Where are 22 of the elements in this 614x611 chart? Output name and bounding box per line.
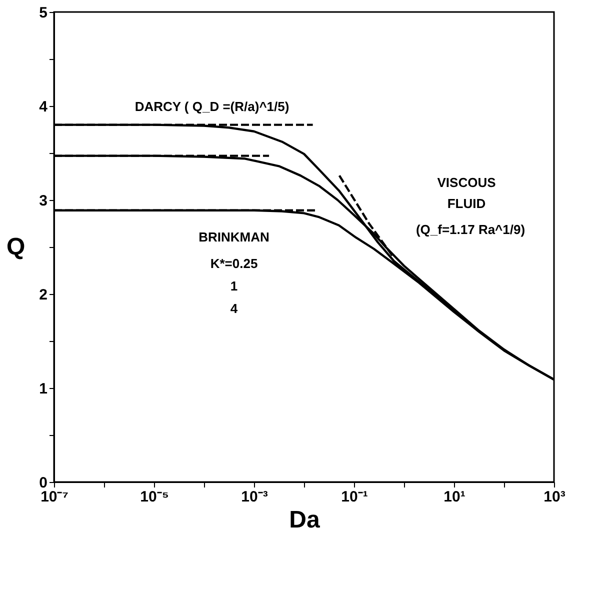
y-tick-label: 0	[39, 474, 48, 492]
x-tick-label: 10⁻³	[241, 488, 268, 506]
annotation: 1	[230, 278, 238, 294]
y-tick-label: 4	[39, 98, 48, 116]
annotation: FLUID	[447, 196, 486, 211]
annotation: VISCOUS	[437, 175, 496, 190]
y-tick-label: 2	[39, 286, 48, 304]
x-tick-label: 10¹	[444, 488, 466, 506]
annotation: K*=0.25	[210, 256, 258, 271]
y-tick-label: 3	[39, 192, 48, 210]
annotation: (Q_f=1.17 Ra^1/9)	[416, 222, 526, 238]
annotation: DARCY ( Q_D =(R/a)^1/5)	[134, 98, 290, 114]
x-tick-label: 10³	[544, 488, 566, 506]
annotation: 4	[230, 301, 238, 316]
y-tick-label: 5	[39, 4, 48, 22]
x-tick-label: 10⁻⁵	[140, 488, 169, 506]
x-tick-label: 10⁻⁷	[40, 488, 68, 506]
y-axis-title: Q	[6, 234, 26, 260]
y-tick-label: 1	[39, 380, 48, 398]
x-tick-label: 10⁻¹	[341, 488, 368, 506]
annotation: BRINKMAN	[198, 230, 270, 245]
x-axis-title: Da	[289, 506, 320, 534]
